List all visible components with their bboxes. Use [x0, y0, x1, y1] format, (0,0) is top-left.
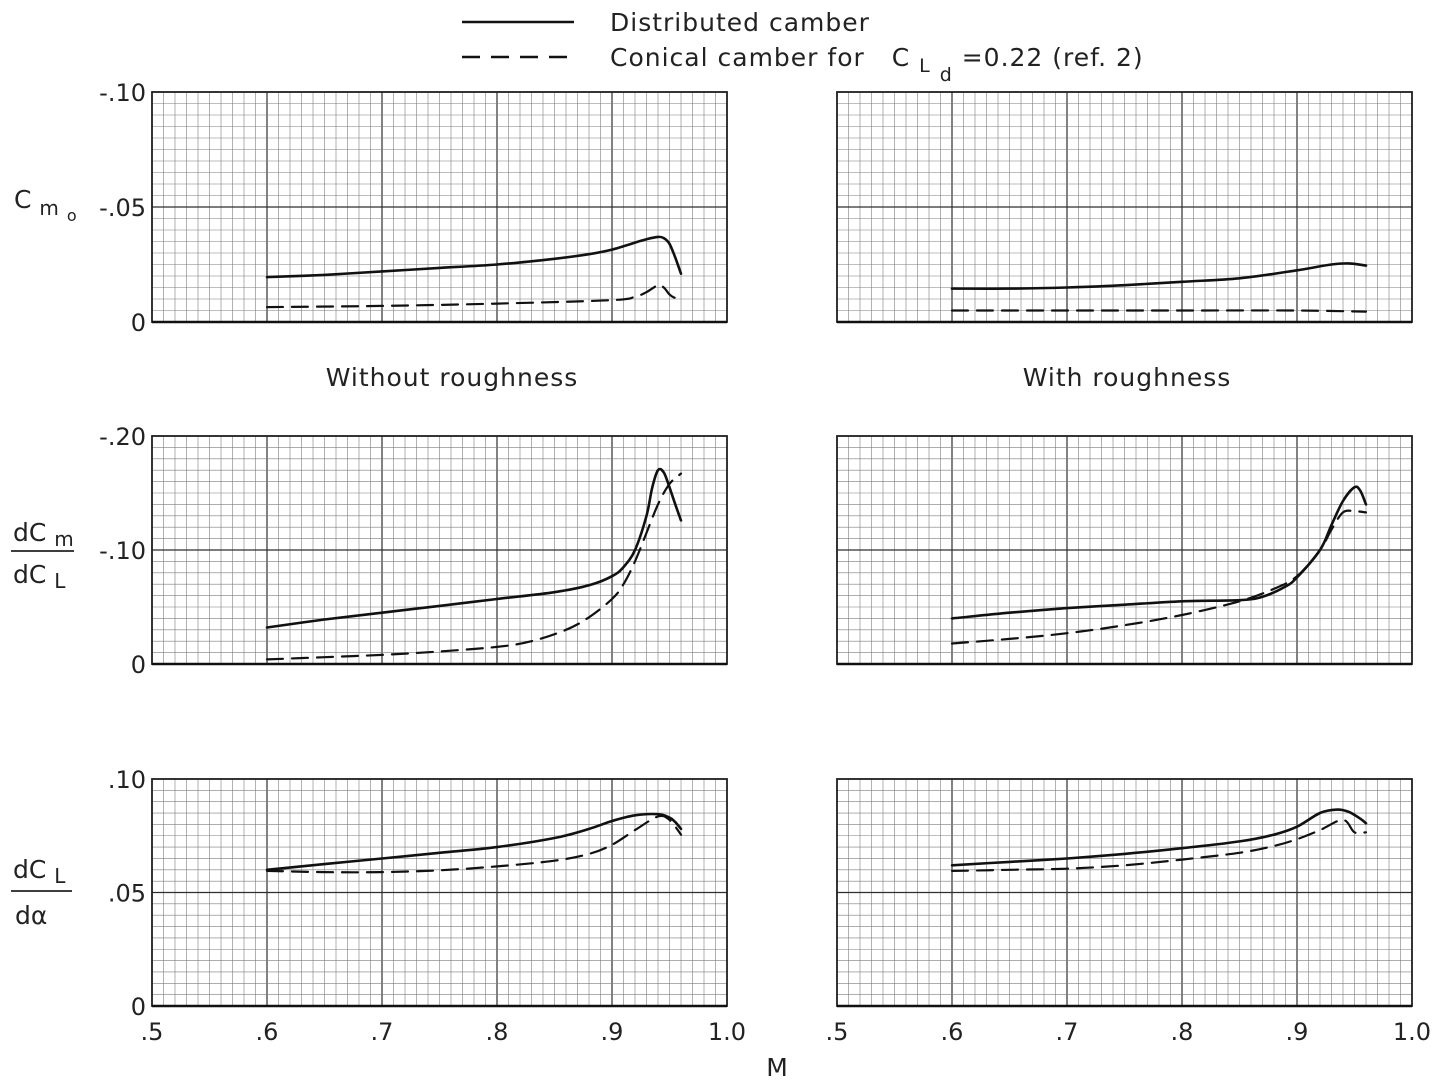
panel-dcl-without-roughness: 0 .05 .10 .5 .6 .7 .8 .9 1.0 [108, 766, 746, 1046]
row-label-cm0-main: C [14, 185, 31, 214]
panel-cm0-with-roughness [836, 91, 1413, 324]
row-label-cm0-text: C m o [14, 185, 77, 225]
x-tick-label: .9 [1286, 1018, 1309, 1046]
x-tick-label: .7 [371, 1018, 394, 1046]
y-tick-label: -.10 [99, 537, 146, 565]
series-line-distributed-camber [265, 235, 683, 279]
legend-dashed-symbol: C [892, 43, 910, 72]
row-label-dcm: dC m dC L [11, 518, 74, 593]
row-label-dcm-numerator: dC m [13, 518, 74, 551]
series-line-conical-camber [950, 309, 1368, 313]
row-label-dcm-num-sub: m [54, 527, 73, 551]
row-label-dcl: dC L dα [11, 855, 72, 930]
y-tick-label: 0 [131, 993, 146, 1021]
series-line-conical-camber [950, 509, 1368, 645]
row-label-dcl-numerator: dC L [13, 855, 66, 888]
y-tick-label: 0 [131, 309, 146, 337]
legend-dashed-label: Conical camber for C L d =0.22 (ref. 2) [610, 43, 1144, 87]
x-tick-label: .6 [256, 1018, 279, 1046]
y-tick-label: -.20 [99, 423, 146, 451]
panel-dcm-with-roughness [836, 435, 1413, 666]
series-line-distributed-camber [950, 808, 1368, 867]
row-label-dcl-denominator: dα [15, 901, 47, 930]
y-tick-label: .05 [108, 880, 146, 908]
series-line-distributed-camber [950, 485, 1368, 620]
series-line-conical-camber [950, 818, 1368, 872]
series-line-conical-camber [265, 814, 683, 874]
row-label-cm0-sub: m [39, 196, 58, 220]
row-label-dcm-denominator: dC L [13, 560, 66, 593]
panel-dcm-without-roughness: 0 -.10 -.20 [99, 423, 728, 679]
row-label-dcm-den-sub: L [54, 569, 66, 593]
x-tick-label: .6 [941, 1018, 964, 1046]
legend: Distributed camber Conical camber for C … [462, 8, 1144, 87]
y-tick-label: -.05 [99, 194, 146, 222]
legend-dashed-subsubscript: d [940, 64, 953, 86]
x-tick-label: .7 [1056, 1018, 1079, 1046]
series-line-distributed-camber [265, 812, 683, 872]
series-line-distributed-camber [950, 262, 1368, 290]
row-label-cm0: C m o [14, 185, 77, 225]
legend-dashed-subscript: L [919, 55, 931, 77]
x-axis-label: M [766, 1053, 788, 1081]
row-label-dcl-num: dC [13, 855, 46, 884]
section-title-with-roughness: With roughness [1023, 363, 1232, 392]
x-tick-label: 1.0 [708, 1018, 746, 1046]
row-label-dcm-num: dC [13, 518, 46, 547]
legend-dashed-prefix: Conical camber for [610, 43, 865, 72]
series-line-conical-camber [265, 472, 683, 661]
x-tick-label: .8 [1171, 1018, 1194, 1046]
y-tick-label: .10 [108, 766, 146, 794]
series-line-distributed-camber [265, 467, 683, 629]
x-tick-label: 1.0 [1393, 1018, 1431, 1046]
legend-solid-label: Distributed camber [610, 8, 870, 37]
row-label-dcm-den: dC [13, 560, 46, 589]
x-tick-label: .5 [141, 1018, 164, 1046]
y-tick-label: -.10 [99, 79, 146, 107]
series-line-conical-camber [265, 283, 683, 309]
x-tick-label: .9 [601, 1018, 624, 1046]
section-title-without-roughness: Without roughness [326, 363, 579, 392]
row-label-cm0-subsub: o [67, 206, 77, 225]
x-tick-label: .5 [826, 1018, 849, 1046]
legend-dashed-suffix: =0.22 (ref. 2) [962, 43, 1144, 72]
row-label-dcl-num-sub: L [54, 864, 66, 888]
panel-dcl-with-roughness: .5 .6 .7 .8 .9 1.0 [826, 778, 1431, 1046]
y-tick-label: 0 [131, 651, 146, 679]
panel-cm0-without-roughness: 0 -.05 -.10 [99, 79, 728, 337]
x-tick-label: .8 [486, 1018, 509, 1046]
